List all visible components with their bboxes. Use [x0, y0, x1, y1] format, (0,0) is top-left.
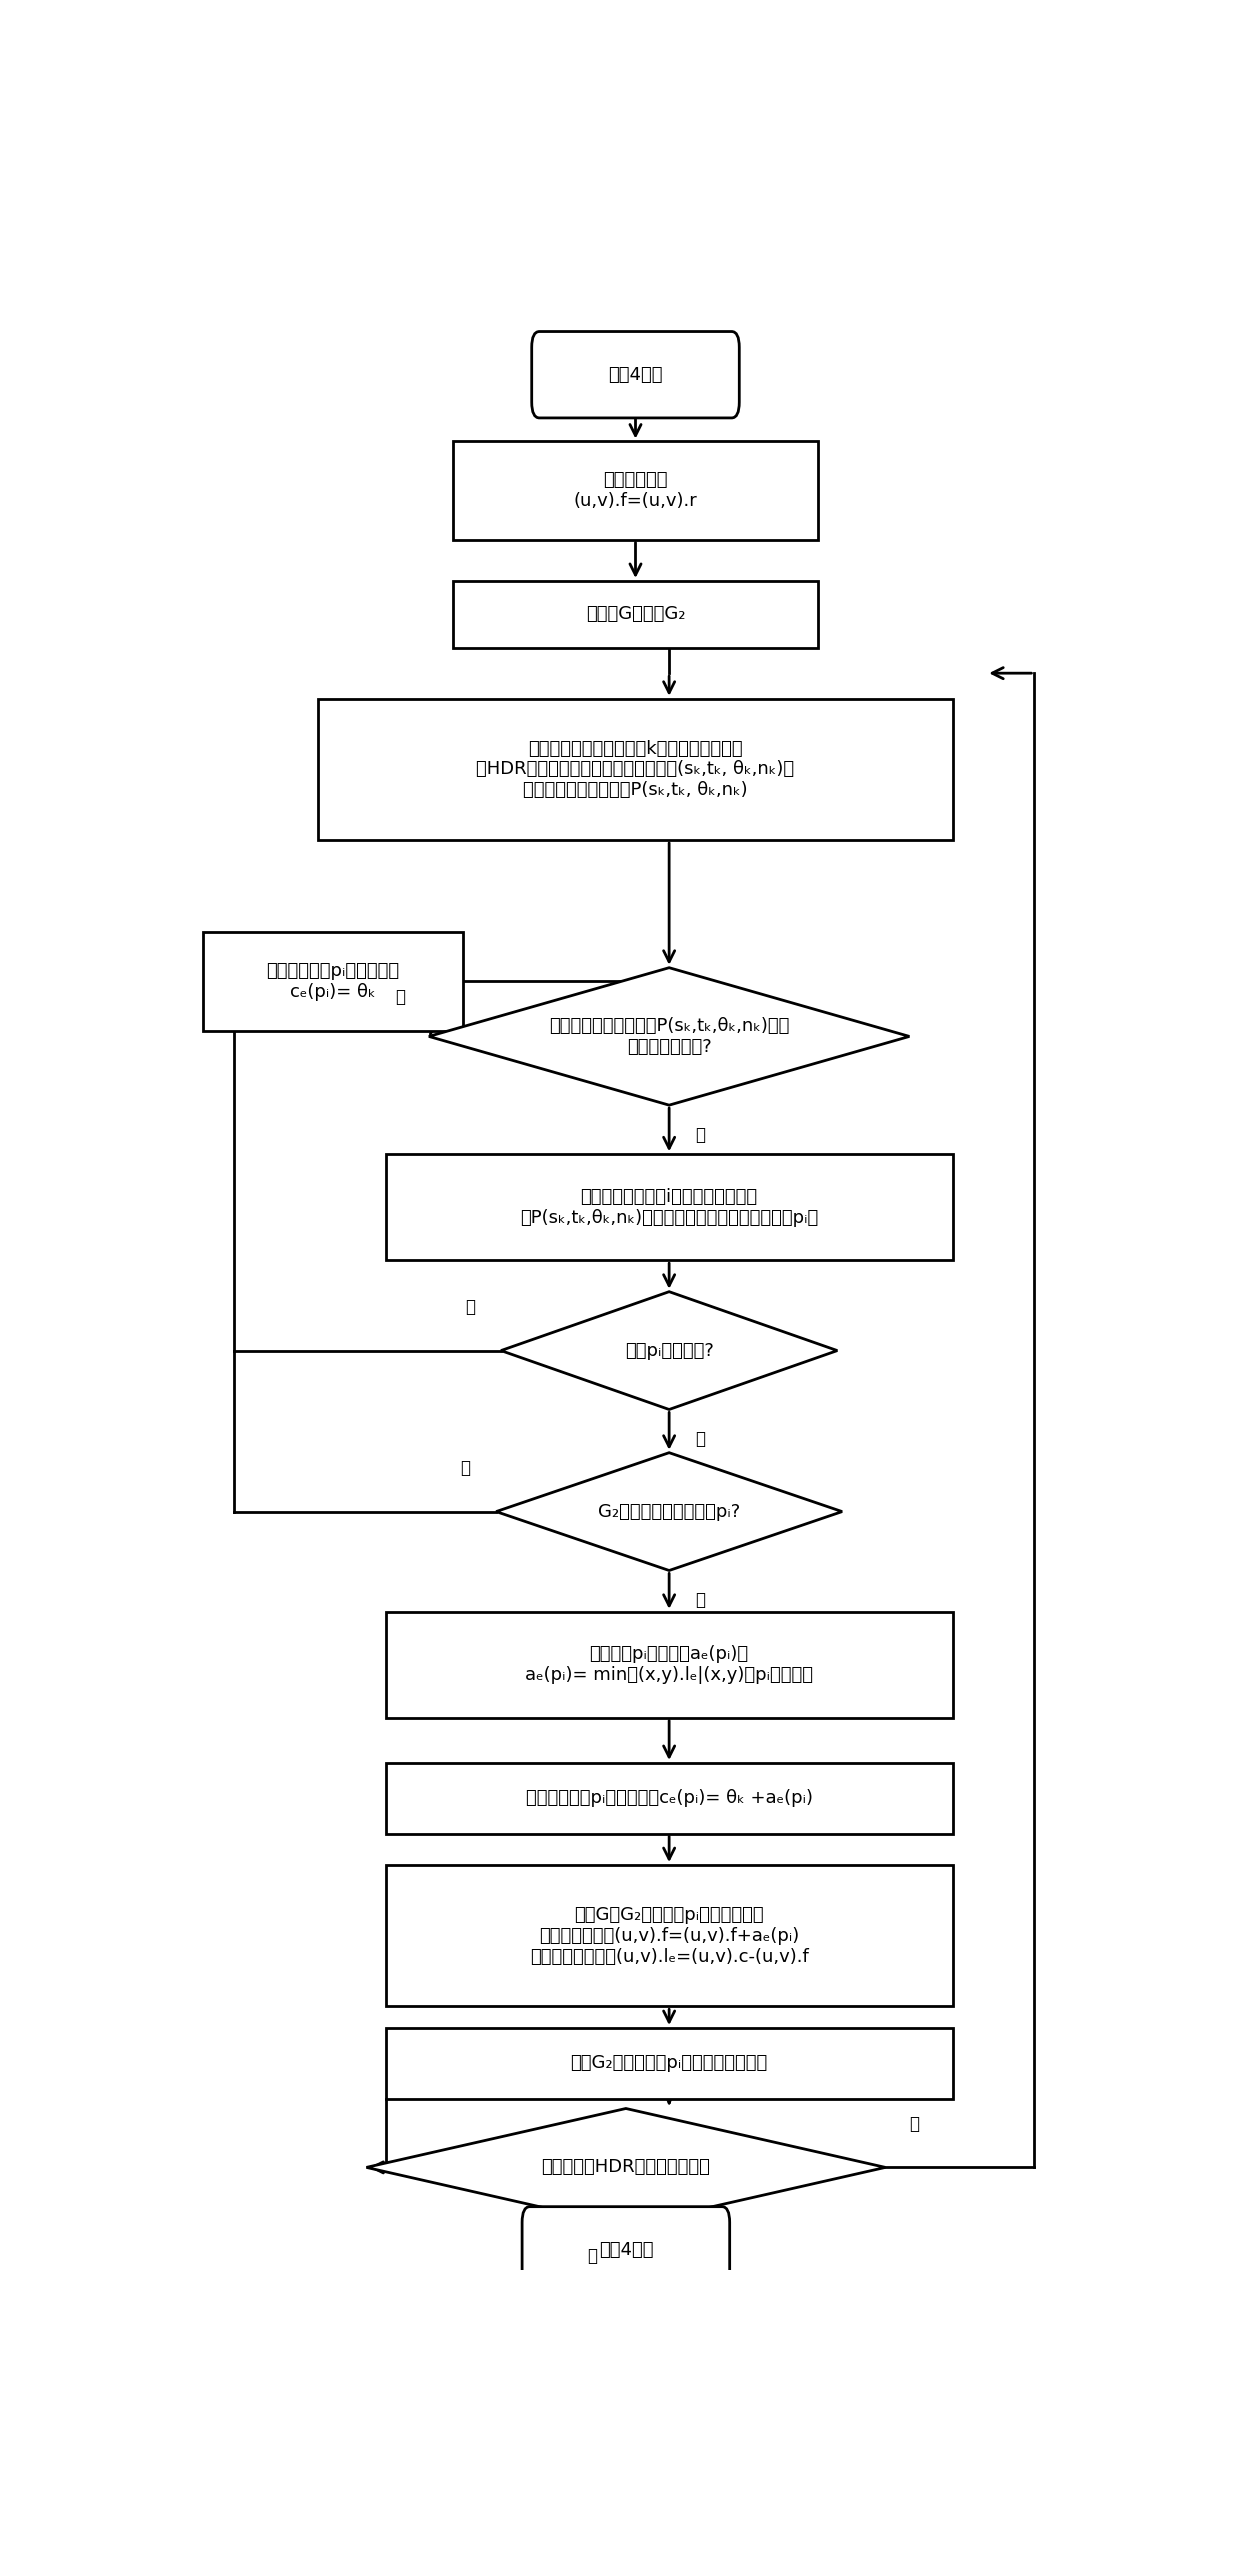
Text: 记录候选路径pᵢ最大可行流
cₑ(pᵢ)= θₖ: 记录候选路径pᵢ最大可行流 cₑ(pᵢ)= θₖ	[267, 961, 399, 1000]
Polygon shape	[501, 1293, 837, 1410]
Text: 在图G和G₂中，对于pᵢ上的每条边，
更新其可行流：(u,v).f=(u,v).f+aₑ(pᵢ)
更新其冗余流量：(u,v).lₑ=(u,v).c-(u,v).: 在图G和G₂中，对于pᵢ上的每条边， 更新其可行流：(u,v).f=(u,v).…	[529, 1905, 808, 1966]
Text: 初始化可行流
(u,v).f=(u,v).r: 初始化可行流 (u,v).f=(u,v).r	[574, 472, 697, 510]
Text: 步骤4结束: 步骤4结束	[599, 2241, 653, 2259]
Text: 步骤4开始: 步骤4开始	[609, 365, 662, 382]
Text: 否: 否	[909, 2114, 919, 2134]
Text: 是: 是	[465, 1298, 475, 1316]
Text: 在图G₂中删除路径pᵢ中流量已经满的边: 在图G₂中删除路径pᵢ中流量已经满的边	[570, 2055, 768, 2073]
Bar	[453, 441, 818, 541]
Bar	[386, 1762, 952, 1833]
Bar	[386, 1155, 952, 1260]
Text: 判断pᵢ是否为空?: 判断pᵢ是否为空?	[625, 1341, 713, 1359]
Text: 复制图G生成图G₂: 复制图G生成图G₂	[585, 604, 686, 622]
Text: 计算路径pᵢ的增加流aₑ(pᵢ)，
aₑ(pᵢ)= min｛(x,y).lₑ|(x,y)是pᵢ上的边｝: 计算路径pᵢ的增加流aₑ(pᵢ)， aₑ(pᵢ)= min｛(x,y).lₑ|(…	[525, 1645, 813, 1683]
Text: 是: 是	[694, 1591, 704, 1609]
Text: 是: 是	[396, 989, 405, 1007]
Text: 按优先级顺序，即i値从小到大顺序，
在P(sₖ,tₖ,θₖ,nₖ)中，选一条没有被选择过的路径pᵢ。: 按优先级顺序，即i値从小到大顺序， 在P(sₖ,tₖ,θₖ,nₖ)中，选一条没有…	[520, 1188, 818, 1227]
Text: 是否遍历完候选路径集P(sₖ,tₖ,θₖ,nₖ)中，
所有的候选路径?: 是否遍历完候选路径集P(sₖ,tₖ,θₖ,nₖ)中， 所有的候选路径?	[549, 1017, 790, 1056]
Polygon shape	[367, 2109, 885, 2226]
Polygon shape	[496, 1453, 842, 1571]
FancyBboxPatch shape	[532, 332, 739, 418]
Text: 按照优先级先后顺序，即k値从小到大顺序，
在HDR中选择一个没有被选择过的元素(sₖ,tₖ, θₖ,nₖ)，
及其对应的候选路径集P(sₖ,tₖ, θₖ,nₖ): 按照优先级先后顺序，即k値从小到大顺序， 在HDR中选择一个没有被选择过的元素(…	[476, 740, 795, 798]
Bar	[386, 2027, 952, 2099]
Text: 否: 否	[460, 1459, 470, 1476]
Text: 否: 否	[694, 1431, 704, 1448]
Text: 否: 否	[694, 1125, 704, 1142]
Text: 是否遍历完HDR中所有的元素？: 是否遍历完HDR中所有的元素？	[542, 2157, 711, 2175]
Text: G₂中是否完整存在路径pᵢ?: G₂中是否完整存在路径pᵢ?	[598, 1502, 740, 1520]
Bar	[319, 699, 952, 839]
Polygon shape	[429, 966, 909, 1104]
Text: 是: 是	[588, 2247, 598, 2264]
Bar	[386, 1612, 952, 1719]
Bar	[453, 581, 818, 648]
Bar	[386, 1864, 952, 2007]
Bar	[203, 933, 463, 1030]
Text: 记录候选路径pᵢ最大可行流cₑ(pᵢ)= θₖ +aₑ(pᵢ): 记录候选路径pᵢ最大可行流cₑ(pᵢ)= θₖ +aₑ(pᵢ)	[526, 1790, 812, 1808]
FancyBboxPatch shape	[522, 2206, 729, 2292]
